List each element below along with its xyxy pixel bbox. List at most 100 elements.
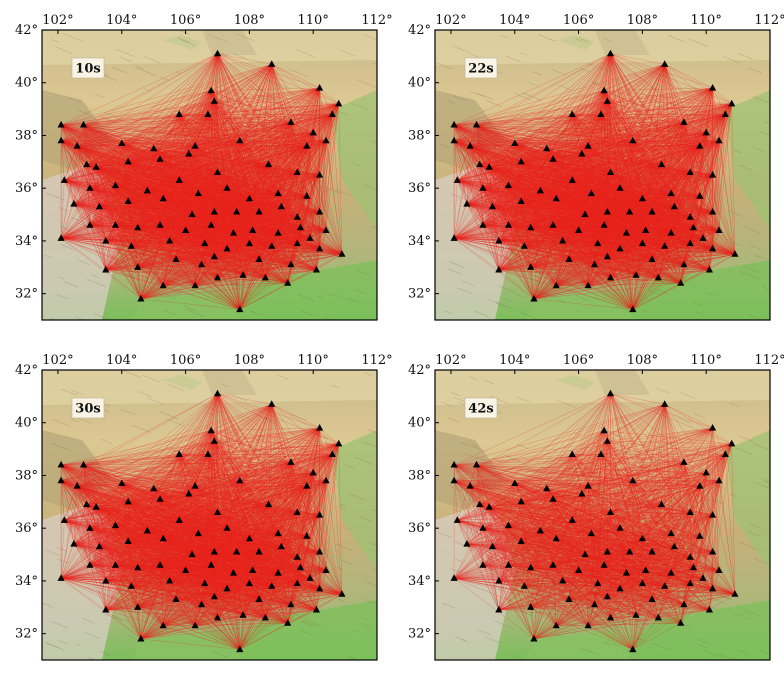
ray-path <box>61 232 279 239</box>
ray-path <box>73 180 180 205</box>
station-marker <box>60 176 68 183</box>
ray-path <box>201 243 205 265</box>
ray-path <box>214 256 244 276</box>
ray-path <box>83 64 272 126</box>
ray-path <box>604 90 707 133</box>
ray-path <box>476 101 608 126</box>
ray-path <box>319 211 327 231</box>
ray-path <box>163 285 240 310</box>
station-marker <box>73 142 81 149</box>
ray-path <box>217 269 317 278</box>
ray-path <box>61 140 307 147</box>
ray-path <box>297 114 333 173</box>
ray-path <box>239 132 314 141</box>
station-marker <box>156 221 164 228</box>
ray-path <box>105 269 142 300</box>
ray-path <box>89 224 138 268</box>
ray-path <box>105 264 202 271</box>
ray-path <box>470 101 608 147</box>
ray-path <box>300 227 327 231</box>
ray-path <box>607 101 732 104</box>
ray-path <box>61 132 314 141</box>
ray-path <box>319 174 327 231</box>
ray-path <box>290 238 311 265</box>
ray-path <box>476 124 480 165</box>
ray-path <box>86 164 142 299</box>
ray-path <box>105 201 129 241</box>
ray-path <box>214 256 218 278</box>
station-marker <box>159 194 167 202</box>
ray-path <box>169 240 244 276</box>
ray-path <box>61 238 164 286</box>
ray-path <box>105 259 260 271</box>
ray-path <box>265 277 288 284</box>
ray-path <box>86 164 228 189</box>
ray-path <box>319 211 343 255</box>
ray-path <box>128 114 333 162</box>
ray-path <box>265 238 311 278</box>
ray-path <box>214 238 311 257</box>
ray-path <box>552 53 611 160</box>
ray-path <box>61 224 90 239</box>
ray-path <box>239 238 311 310</box>
ray-path <box>214 256 266 278</box>
ray-path <box>214 64 272 102</box>
ray-path <box>201 264 240 310</box>
ray-path <box>664 64 732 104</box>
ray-path <box>297 114 333 218</box>
ray-path <box>61 101 215 141</box>
ray-path <box>338 103 343 255</box>
station-marker <box>274 189 282 197</box>
ray-path <box>604 90 732 104</box>
station-marker <box>118 139 126 146</box>
station-marker <box>204 110 212 117</box>
ray-path <box>217 53 292 123</box>
ray-path <box>214 101 339 104</box>
ray-path <box>514 101 608 144</box>
station-marker <box>245 239 253 247</box>
station-marker <box>255 207 263 215</box>
ray-path <box>77 114 333 147</box>
ray-path <box>86 164 138 228</box>
ray-path <box>290 243 298 265</box>
station-marker <box>303 192 311 199</box>
station-marker <box>223 184 231 191</box>
ray-path <box>128 153 189 162</box>
ray-path <box>86 164 291 265</box>
ray-path <box>153 114 333 149</box>
ray-path <box>86 164 311 239</box>
ray-path <box>239 269 317 310</box>
station-marker <box>207 86 215 94</box>
period-label: 10s <box>75 62 100 77</box>
ray-path <box>600 114 707 133</box>
ray-path <box>137 227 240 310</box>
ray-path <box>271 64 320 89</box>
station-marker <box>328 110 336 117</box>
ray-path <box>239 264 292 310</box>
station-marker <box>210 252 218 260</box>
ray-path <box>140 285 196 300</box>
ray-path <box>453 124 468 205</box>
ray-path <box>454 101 608 141</box>
ray-path <box>105 240 298 244</box>
ray-path <box>105 240 170 271</box>
ray-path <box>325 140 343 255</box>
ray-path <box>86 164 196 286</box>
ray-path <box>121 143 196 147</box>
ray-path <box>86 164 320 176</box>
station-marker <box>255 255 263 262</box>
ray-path <box>194 256 215 286</box>
ray-path <box>211 90 339 104</box>
ray-path <box>140 298 240 310</box>
station-marker <box>249 226 257 233</box>
ray-path <box>607 64 665 102</box>
ray-path <box>268 164 320 176</box>
station-marker <box>309 128 317 136</box>
ray-path <box>207 114 291 123</box>
ray-path <box>319 114 333 212</box>
ray-path <box>64 180 75 205</box>
ray-path <box>131 246 240 310</box>
ray-path <box>60 124 84 141</box>
ray-path <box>195 277 218 286</box>
ray-path <box>121 101 215 144</box>
